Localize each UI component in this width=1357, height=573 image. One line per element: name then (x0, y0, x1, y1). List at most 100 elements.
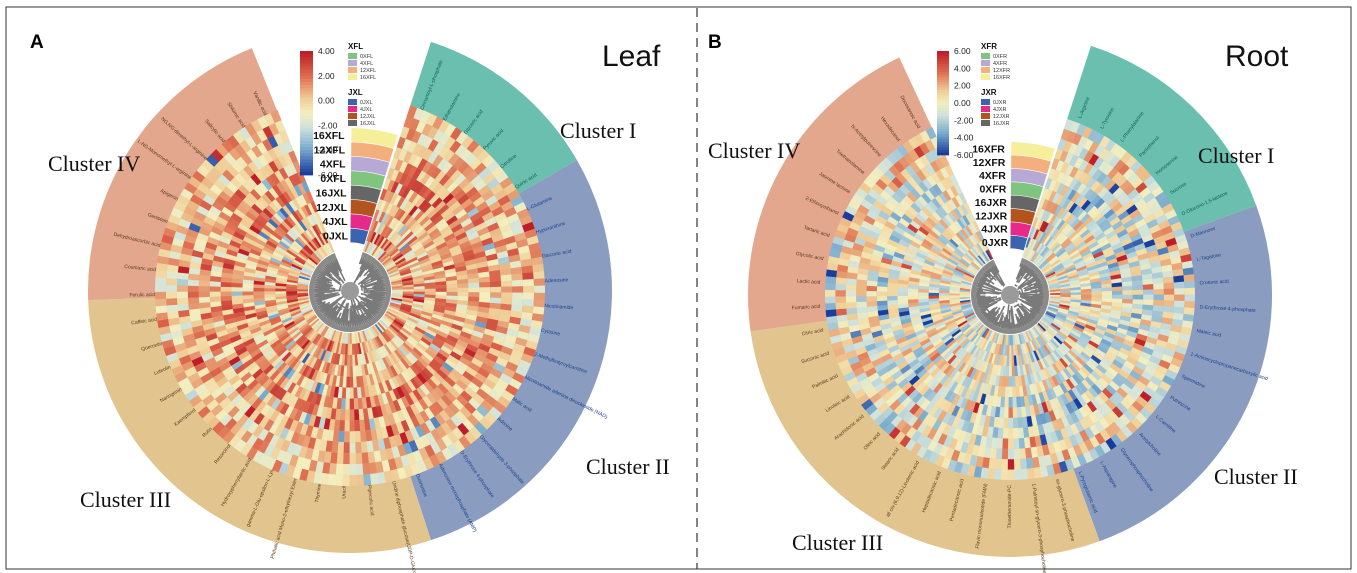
heatmap-cell (1146, 218, 1159, 230)
heatmap-cell (343, 332, 347, 344)
heatmap-cell (1064, 318, 1076, 326)
heatmap-cell (272, 372, 283, 384)
heatmap-cell (995, 343, 1001, 355)
heatmap-cell (1042, 317, 1052, 325)
heatmap-cell (283, 417, 294, 430)
heatmap-cell (1131, 308, 1143, 315)
heatmap-cell (949, 284, 961, 289)
heatmap-cell (247, 344, 260, 355)
heatmap-cell (981, 404, 988, 416)
heatmap-cell (156, 311, 169, 321)
heatmap-cell (276, 225, 287, 236)
heatmap-cell (243, 357, 255, 369)
heatmap-cell (1069, 281, 1081, 287)
heatmap-cell (463, 386, 477, 398)
heatmap-cell (885, 410, 898, 423)
heatmap-cell (512, 286, 524, 294)
heatmap-cell (1054, 217, 1063, 229)
color-scale-step (300, 69, 313, 74)
heatmap-cell (275, 277, 288, 282)
heatmap-cell (1158, 197, 1171, 209)
heatmap-cell (889, 384, 902, 396)
heatmap-cell (490, 281, 502, 288)
heatmap-cell (1035, 371, 1042, 383)
heatmap-cell (381, 255, 391, 265)
heatmap-cell (321, 361, 328, 373)
heatmap-cell (1051, 363, 1061, 374)
heatmap-cell (280, 439, 291, 453)
heatmap-cell (288, 228, 299, 239)
heatmap-cell (1074, 207, 1085, 219)
heatmap-cell (231, 282, 243, 288)
heatmap-cell (1007, 334, 1010, 346)
heatmap-cell (908, 374, 920, 386)
heatmap-cell (1068, 349, 1079, 360)
heatmap-cell (281, 220, 292, 231)
heatmap-cell (258, 319, 271, 327)
heatmap-cell (836, 270, 848, 279)
heatmap-cell (309, 239, 319, 250)
heatmap-cell (371, 245, 379, 256)
track-swatch (350, 228, 369, 245)
heatmap-cell (960, 363, 969, 375)
heatmap-cell (1105, 328, 1117, 336)
heatmap-cell (1043, 211, 1052, 223)
heatmap-cell (214, 161, 227, 175)
heatmap-cell (942, 315, 954, 322)
heatmap-cell (232, 307, 245, 314)
heatmap-cell (313, 334, 322, 346)
heatmap-cell (1108, 380, 1120, 392)
heatmap-cell (1043, 331, 1052, 341)
heatmap-cell (277, 271, 289, 278)
heatmap-cell (1158, 252, 1171, 262)
heatmap-cell (869, 204, 882, 216)
heatmap-cell (934, 194, 945, 206)
heatmap-cell (1018, 448, 1027, 459)
heatmap-cell (532, 306, 545, 316)
heatmap-cell (166, 270, 178, 279)
heatmap-cell (904, 164, 917, 177)
heatmap-cell (393, 194, 402, 207)
legend-swatch (348, 53, 357, 59)
heatmap-cell (441, 256, 454, 264)
heatmap-cell (240, 354, 253, 365)
heatmap-cell (845, 301, 857, 309)
track-label: 12JXL (316, 202, 348, 214)
heatmap-cell (1020, 406, 1027, 418)
heatmap-cell (988, 416, 995, 428)
heatmap-cell (967, 265, 978, 274)
heatmap-cell (504, 384, 519, 397)
heatmap-cell (859, 181, 872, 194)
heatmap-cell (1096, 261, 1108, 269)
heatmap-cell (934, 260, 946, 268)
heatmap-cell (413, 283, 425, 288)
heatmap-cell (357, 331, 362, 344)
heatmap-cell (944, 352, 955, 363)
heatmap-cell (190, 377, 204, 390)
heatmap-cell (937, 359, 948, 370)
color-scale-step (300, 122, 313, 126)
heatmap-cell (982, 361, 989, 373)
heatmap-cell (476, 149, 490, 163)
heatmap-cell (914, 255, 926, 263)
heatmap-cell (399, 211, 409, 223)
heatmap-cell (872, 199, 885, 211)
heatmap-cell (1043, 223, 1052, 234)
heatmap-cell (383, 368, 392, 380)
heatmap-cell (864, 366, 877, 378)
heatmap-cell (1077, 368, 1088, 380)
heatmap-cell (852, 366, 865, 377)
heatmap-cell (1058, 344, 1069, 355)
metabolite-label: Fumaric acid (792, 304, 821, 312)
heatmap-cell (890, 260, 903, 268)
heatmap-cell (297, 336, 307, 346)
heatmap-cell (158, 325, 171, 336)
heatmap-cell (1121, 307, 1133, 314)
heatmap-cell (233, 208, 246, 219)
heatmap-cell (455, 270, 468, 277)
heatmap-cell (336, 397, 342, 410)
heatmap-cell (1029, 329, 1036, 340)
heatmap-cell (234, 260, 247, 268)
heatmap-cell (457, 193, 470, 206)
heatmap-cell (960, 304, 972, 309)
